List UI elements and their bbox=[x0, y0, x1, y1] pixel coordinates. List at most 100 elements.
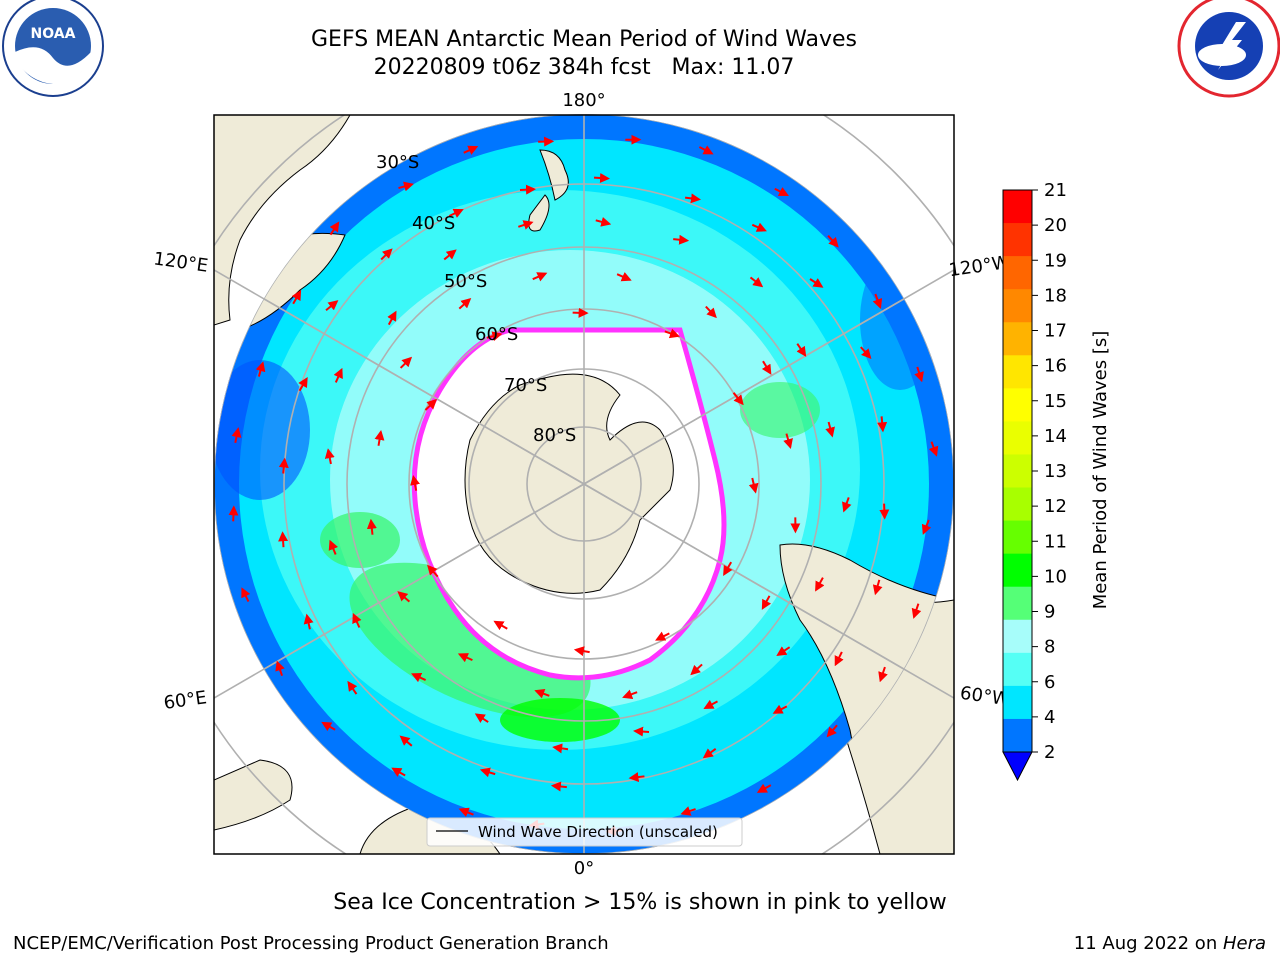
wind-wave-arrow bbox=[411, 673, 427, 683]
wind-wave-arrow bbox=[698, 145, 714, 155]
colorbar-segment bbox=[1003, 289, 1032, 323]
wind-wave-arrow bbox=[748, 477, 759, 494]
footer-credit: NCEP/EMC/Verification Post Processing Pr… bbox=[13, 933, 609, 954]
wind-wave-arrow bbox=[702, 748, 717, 759]
colorbar-segment bbox=[1003, 685, 1032, 720]
wind-wave-arrow bbox=[463, 145, 479, 155]
colorbar-segment bbox=[1003, 553, 1032, 588]
wind-wave-arrow bbox=[772, 704, 788, 714]
wind-wave-arrow bbox=[756, 783, 772, 793]
wind-wave-arrow bbox=[815, 577, 825, 592]
wind-wave-arrow bbox=[399, 735, 413, 747]
wind-wave-arrow bbox=[761, 595, 772, 610]
wind-wave-arrow bbox=[231, 427, 242, 444]
wind-wave-arrow bbox=[928, 441, 939, 457]
wind-wave-arrow bbox=[328, 539, 338, 555]
lon-label-60e: 60°E bbox=[162, 687, 208, 714]
colorbar-segment bbox=[1003, 355, 1032, 389]
colorbar-tick-label: 11 bbox=[1044, 531, 1067, 552]
colorbar-tick-label: 14 bbox=[1044, 426, 1067, 447]
colorbar-tick-label: 16 bbox=[1044, 356, 1067, 377]
wind-wave-arrow bbox=[410, 474, 420, 491]
legend-label: Wind Wave Direction (unscaled) bbox=[478, 823, 718, 841]
wind-wave-arrow bbox=[479, 767, 496, 778]
colorbar-tick-label: 4 bbox=[1044, 707, 1055, 728]
wind-wave-arrow bbox=[664, 328, 680, 339]
wind-wave-arrow bbox=[255, 361, 266, 377]
wind-wave-arrow bbox=[705, 305, 717, 319]
wind-wave-arrow bbox=[749, 276, 764, 288]
footer-host: Hera bbox=[1222, 933, 1266, 954]
colorbar-tick-label: 13 bbox=[1044, 461, 1067, 482]
wind-wave-arrow bbox=[448, 208, 464, 218]
wind-wave-arrow bbox=[380, 248, 393, 261]
wind-wave-arrow bbox=[329, 221, 340, 236]
colorbar-segment bbox=[1003, 487, 1032, 522]
wind-wave-arrow bbox=[352, 612, 362, 628]
wind-wave-arrow bbox=[374, 429, 385, 446]
lat-label-40s: 40°S bbox=[412, 213, 455, 234]
wind-wave-arrow bbox=[776, 646, 791, 656]
lat-label-50s: 50°S bbox=[444, 271, 487, 292]
sea-ice-caption: Sea Ice Concentration > 15% is shown in … bbox=[333, 890, 947, 915]
colorbar-tick-label: 21 bbox=[1044, 180, 1067, 201]
colorbar-tick-label: 9 bbox=[1044, 602, 1055, 623]
wind-wave-arrow bbox=[493, 620, 508, 631]
wind-wave-arrow bbox=[474, 713, 489, 723]
wind-wave-arrow bbox=[532, 272, 548, 282]
wind-wave-arrow bbox=[842, 497, 852, 513]
wind-wave-arrow bbox=[228, 505, 239, 522]
noaa-logo-icon: NOAA bbox=[2, 0, 104, 97]
colorbar-tick-label: 12 bbox=[1044, 496, 1067, 517]
wind-wave-arrow bbox=[519, 184, 536, 195]
wind-wave-arrow bbox=[723, 561, 733, 576]
wind-wave-arrow bbox=[387, 310, 397, 326]
wind-wave-arrow bbox=[486, 331, 503, 342]
ocean-field bbox=[214, 114, 954, 854]
wind-wave-arrow bbox=[298, 376, 308, 392]
wind-wave-arrow bbox=[457, 653, 473, 663]
wind-wave-arrow bbox=[878, 666, 888, 683]
wind-wave-arrow bbox=[534, 688, 550, 699]
chart-title: GEFS MEAN Antarctic Mean Period of Wind … bbox=[311, 27, 857, 52]
wind-wave-arrow bbox=[347, 680, 358, 695]
wind-wave-arrow bbox=[703, 699, 718, 709]
wind-wave-arrow bbox=[680, 806, 696, 816]
wind-wave-arrow bbox=[321, 721, 336, 732]
wind-wave-arrow bbox=[860, 346, 872, 360]
colorbar-segment bbox=[1003, 619, 1032, 654]
colorbar-segment bbox=[1003, 322, 1032, 356]
wind-wave-arrow bbox=[872, 293, 883, 310]
wind-wave-arrow bbox=[826, 724, 838, 738]
wind-wave-arrow bbox=[673, 234, 690, 245]
wind-wave-arrow bbox=[397, 591, 411, 603]
wind-wave-arrow bbox=[366, 518, 377, 535]
wind-wave-arrow bbox=[427, 564, 439, 578]
wind-wave-arrow bbox=[921, 519, 932, 535]
wind-wave-arrow bbox=[877, 416, 888, 433]
footer-date-text: 11 Aug 2022 on bbox=[1073, 933, 1223, 954]
colorbar-segment bbox=[1003, 718, 1032, 753]
wind-wave-arrow bbox=[458, 807, 474, 818]
colorbar-segment bbox=[1003, 421, 1032, 455]
wind-wave-arrow bbox=[595, 217, 612, 227]
wind-wave-arrow bbox=[616, 272, 632, 282]
lat-label-30s: 30°S bbox=[376, 152, 419, 173]
wind-wave-arrow bbox=[399, 356, 413, 369]
wind-wave-arrow bbox=[827, 235, 839, 248]
colorbar-tick-label: 20 bbox=[1044, 215, 1067, 236]
nws-logo-icon bbox=[1177, 0, 1280, 98]
wind-wave-arrow bbox=[879, 503, 890, 520]
wind-wave-arrow bbox=[324, 448, 335, 465]
wind-wave-arrow bbox=[518, 220, 534, 230]
wind-wave-arrow bbox=[573, 646, 590, 657]
lat-label-70s: 70°S bbox=[504, 375, 547, 396]
colorbar-segment bbox=[1003, 256, 1032, 290]
footer-date: 11 Aug 2022 on Hera bbox=[1074, 933, 1266, 954]
wind-wave-arrow bbox=[291, 289, 302, 305]
colorbar-tick-label: 15 bbox=[1044, 391, 1067, 412]
wind-wave-arrow bbox=[622, 689, 638, 699]
wind-wave-arrow bbox=[628, 772, 645, 783]
wind-wave-arrow bbox=[751, 222, 767, 232]
